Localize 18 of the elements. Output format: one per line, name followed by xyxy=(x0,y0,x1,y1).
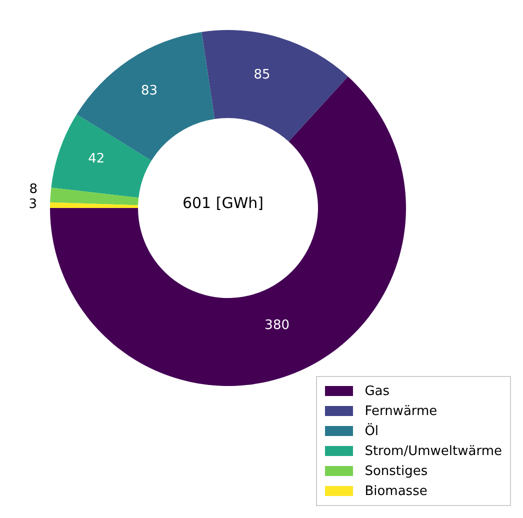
legend-label: Biomasse xyxy=(364,484,428,498)
text: 601 [GWh] xyxy=(182,194,264,212)
data-label: 85 xyxy=(254,67,270,82)
data-label: 3 xyxy=(28,196,38,212)
data-label: 83 xyxy=(140,84,158,99)
data-label: 8 xyxy=(29,182,38,197)
donut-slice xyxy=(76,32,215,161)
legend-label: Sonstiges xyxy=(364,464,428,478)
donut-slice xyxy=(50,188,139,206)
donut-slice xyxy=(202,30,348,142)
legend-label: Fernwärme xyxy=(364,404,438,418)
data-label: 380 xyxy=(264,318,290,334)
legend-label: Öl xyxy=(364,424,379,438)
legend-label: Strom/Umweltwärme xyxy=(364,444,502,458)
legend-label: Gas xyxy=(364,384,390,398)
donut-slice xyxy=(50,202,138,208)
data-label: 42 xyxy=(88,152,105,166)
donut-slice xyxy=(51,114,152,198)
